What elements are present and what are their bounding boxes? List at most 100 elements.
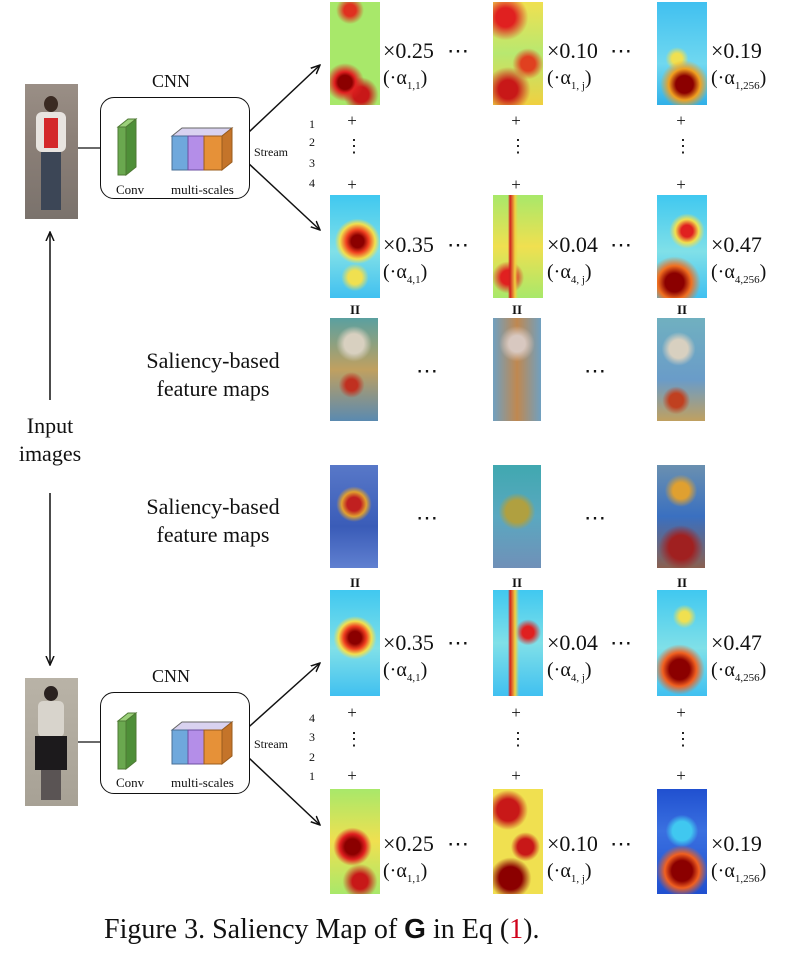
saliency-map-b-1-j [493, 789, 543, 894]
alpha-4-256: (·α4,256) [711, 261, 767, 286]
ellipsis: ⋯ [416, 505, 440, 530]
saliency-map-4-1 [330, 195, 380, 298]
ellipsis: ⋯ [610, 831, 634, 856]
ellipsis: ⋯ [610, 38, 634, 63]
feature-maps-label-top: Saliency-based feature maps [146, 348, 280, 401]
factor-4-256: ×0.47 [711, 232, 762, 257]
factor-b-1-1: ×0.25 [383, 831, 434, 856]
stream-num-1b: 1 [309, 769, 315, 783]
alpha-b-1-1: (·α1,1) [383, 860, 428, 885]
person-legs [41, 770, 61, 800]
factor-1-1: ×0.25 [383, 38, 434, 63]
ellipsis: ⋯ [584, 358, 608, 383]
saliency-map-b-4-256 [657, 590, 707, 696]
person-shirt [44, 118, 58, 148]
figure-caption: Figure 3. Saliency Map of G in Eq (1). [104, 913, 540, 945]
cnn-label-bottom: CNN [152, 666, 191, 686]
ellipsis: ⋯ [447, 232, 471, 257]
stream-label-bottom: Stream [254, 737, 288, 751]
stream-num-1: 1 [309, 117, 315, 131]
plus-sign: + [676, 175, 686, 194]
alpha-b-4-j: (·α4, j) [547, 659, 592, 684]
saliency-map-1-1 [330, 2, 380, 105]
person-skirt [35, 736, 67, 770]
conv-block-bottom [116, 711, 138, 771]
conv-label-bottom: Conv [116, 775, 145, 790]
vertical-ellipsis: ⋮ [674, 136, 692, 156]
plus-sign: + [347, 766, 357, 785]
vertical-ellipsis: ⋮ [345, 136, 363, 156]
factor-b-1-256: ×0.19 [711, 831, 762, 856]
factor-4-1: ×0.35 [383, 232, 434, 257]
equals-sign: II [349, 575, 361, 590]
person-torso [38, 701, 64, 737]
ellipsis: ⋯ [610, 232, 634, 257]
ellipsis: ⋯ [610, 630, 634, 655]
saliency-map-1-j [493, 2, 543, 105]
plus-sign: + [676, 703, 686, 722]
alpha-b-4-256: (·α4,256) [711, 659, 767, 684]
factor-b-4-256: ×0.47 [711, 630, 762, 655]
alpha-4-1: (·α4,1) [383, 261, 428, 286]
plus-sign: + [676, 766, 686, 785]
vertical-ellipsis: ⋮ [674, 729, 692, 749]
stream-num-4b: 4 [309, 711, 315, 725]
ellipsis: ⋯ [447, 38, 471, 63]
alpha-1-256: (·α1,256) [711, 67, 767, 92]
alpha-1-j: (·α1, j) [547, 67, 592, 92]
feature-map-top-1 [330, 318, 378, 421]
plus-sign: + [347, 703, 357, 722]
saliency-map-b-4-1 [330, 590, 380, 696]
factor-1-256: ×0.19 [711, 38, 762, 63]
ellipsis: ⋯ [584, 505, 608, 530]
multiscale-label-bottom: multi-scales [171, 775, 234, 790]
plus-sign: + [347, 175, 357, 194]
feature-map-bottom-j [493, 465, 541, 568]
factor-b-4-j: ×0.04 [547, 630, 598, 655]
equals-sign: II [349, 302, 361, 317]
equals-sign: II [676, 575, 688, 590]
vertical-ellipsis: ⋮ [509, 729, 527, 749]
factor-4-j: ×0.04 [547, 232, 598, 257]
equals-sign: II [676, 302, 688, 317]
alpha-4-j: (·α4, j) [547, 261, 592, 286]
feature-map-top-256 [657, 318, 705, 421]
alpha-b-1-j: (·α1, j) [547, 860, 592, 885]
saliency-map-4-256 [657, 195, 707, 298]
plus-sign: + [511, 175, 521, 194]
input-images-label: Input images [18, 413, 82, 466]
multiscale-block-bottom [170, 720, 234, 766]
stream-num-4: 4 [309, 176, 315, 190]
alpha-1-1: (·α1,1) [383, 67, 428, 92]
factor-b-1-j: ×0.10 [547, 831, 598, 856]
person-head [44, 686, 58, 701]
factor-1-j: ×0.10 [547, 38, 598, 63]
conv-block-top [116, 117, 138, 177]
multiscale-block-top [170, 126, 234, 172]
alpha-b-1-256: (·α1,256) [711, 860, 767, 885]
conv-label-top: Conv [116, 182, 145, 197]
plus-sign: + [511, 111, 521, 130]
ellipsis: ⋯ [416, 358, 440, 383]
plus-sign: + [511, 703, 521, 722]
cnn-label-top: CNN [152, 71, 191, 91]
stream-num-3b: 3 [309, 730, 315, 744]
input-image-bottom [25, 678, 78, 806]
equals-sign: II [511, 575, 523, 590]
feature-maps-label-bottom: Saliency-based feature maps [146, 494, 280, 547]
feature-map-top-j [493, 318, 541, 421]
stream-num-2b: 2 [309, 750, 315, 764]
saliency-map-4-j [493, 195, 543, 298]
ellipsis: ⋯ [447, 831, 471, 856]
multiscale-label-top: multi-scales [171, 182, 234, 197]
ellipsis: ⋯ [447, 630, 471, 655]
saliency-map-1-256 [657, 2, 707, 105]
saliency-map-b-4-j [493, 590, 543, 696]
stream-num-3: 3 [309, 156, 315, 170]
plus-sign: + [676, 111, 686, 130]
equals-sign: II [511, 302, 523, 317]
plus-sign: + [347, 111, 357, 130]
plus-sign: + [511, 766, 521, 785]
feature-map-bottom-1 [330, 465, 378, 568]
stream-num-2: 2 [309, 135, 315, 149]
